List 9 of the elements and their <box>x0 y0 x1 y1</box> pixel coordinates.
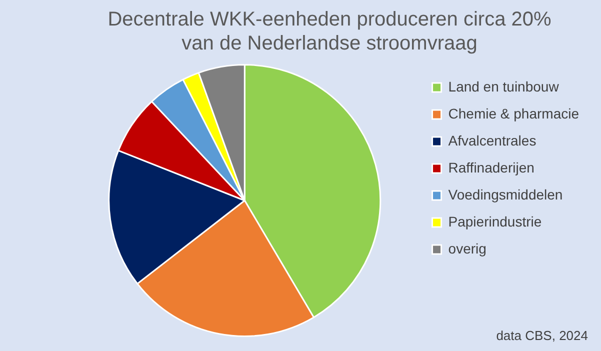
legend-label: Land en tuinbouw <box>448 78 560 94</box>
legend-label: overig <box>448 240 486 256</box>
legend-label: Afvalcentrales <box>448 132 536 148</box>
legend-label: Chemie & pharmacie <box>448 105 580 122</box>
legend-label: Papierindustrie <box>448 213 542 230</box>
legend-label: Raffinaderijen <box>448 159 534 176</box>
chart-title: Decentrale WKK-eenheden produceren circa 20% van de Nederlandse stroomvraag <box>108 8 552 55</box>
text: data CBS, 2024 <box>496 328 588 344</box>
legend-label: Voedingsmiddelen <box>448 186 563 202</box>
